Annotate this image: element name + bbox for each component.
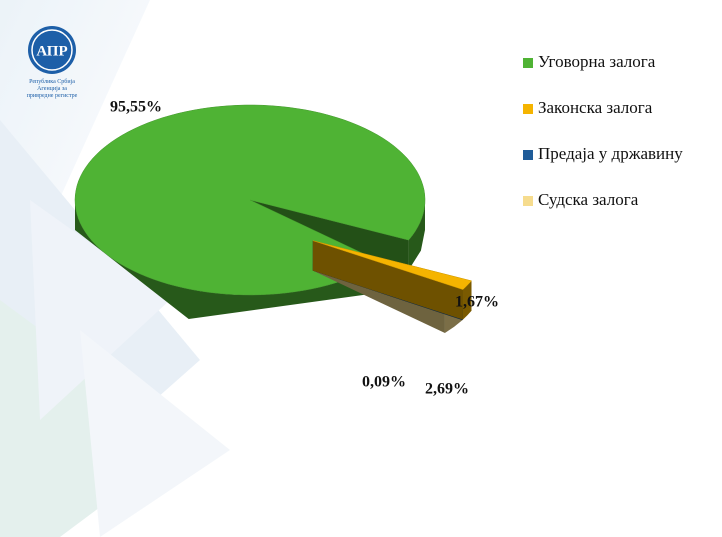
logo-mark: АПР [36,43,67,59]
legend-label: Уговорна залога [538,52,656,71]
value-label: 2,69% [425,381,469,398]
slide: АПР Република Србија Агенција за привред… [0,0,722,537]
legend-label: Законска залога [538,98,653,117]
value-label: 95,55% [110,99,162,116]
legend-swatch [523,58,533,68]
value-label: 1,67% [455,294,499,311]
logo-text: Агенција за [37,86,67,92]
legend-label: Судска залога [538,190,639,209]
legend-swatch [523,196,533,206]
logo-text: привредне регистре [27,93,78,99]
legend-label: Предаја у државину [538,144,683,163]
logo-text: Република Србија [29,78,75,85]
value-label: 0,09% [362,374,406,391]
legend-swatch [523,104,533,114]
legend-swatch [523,150,533,160]
